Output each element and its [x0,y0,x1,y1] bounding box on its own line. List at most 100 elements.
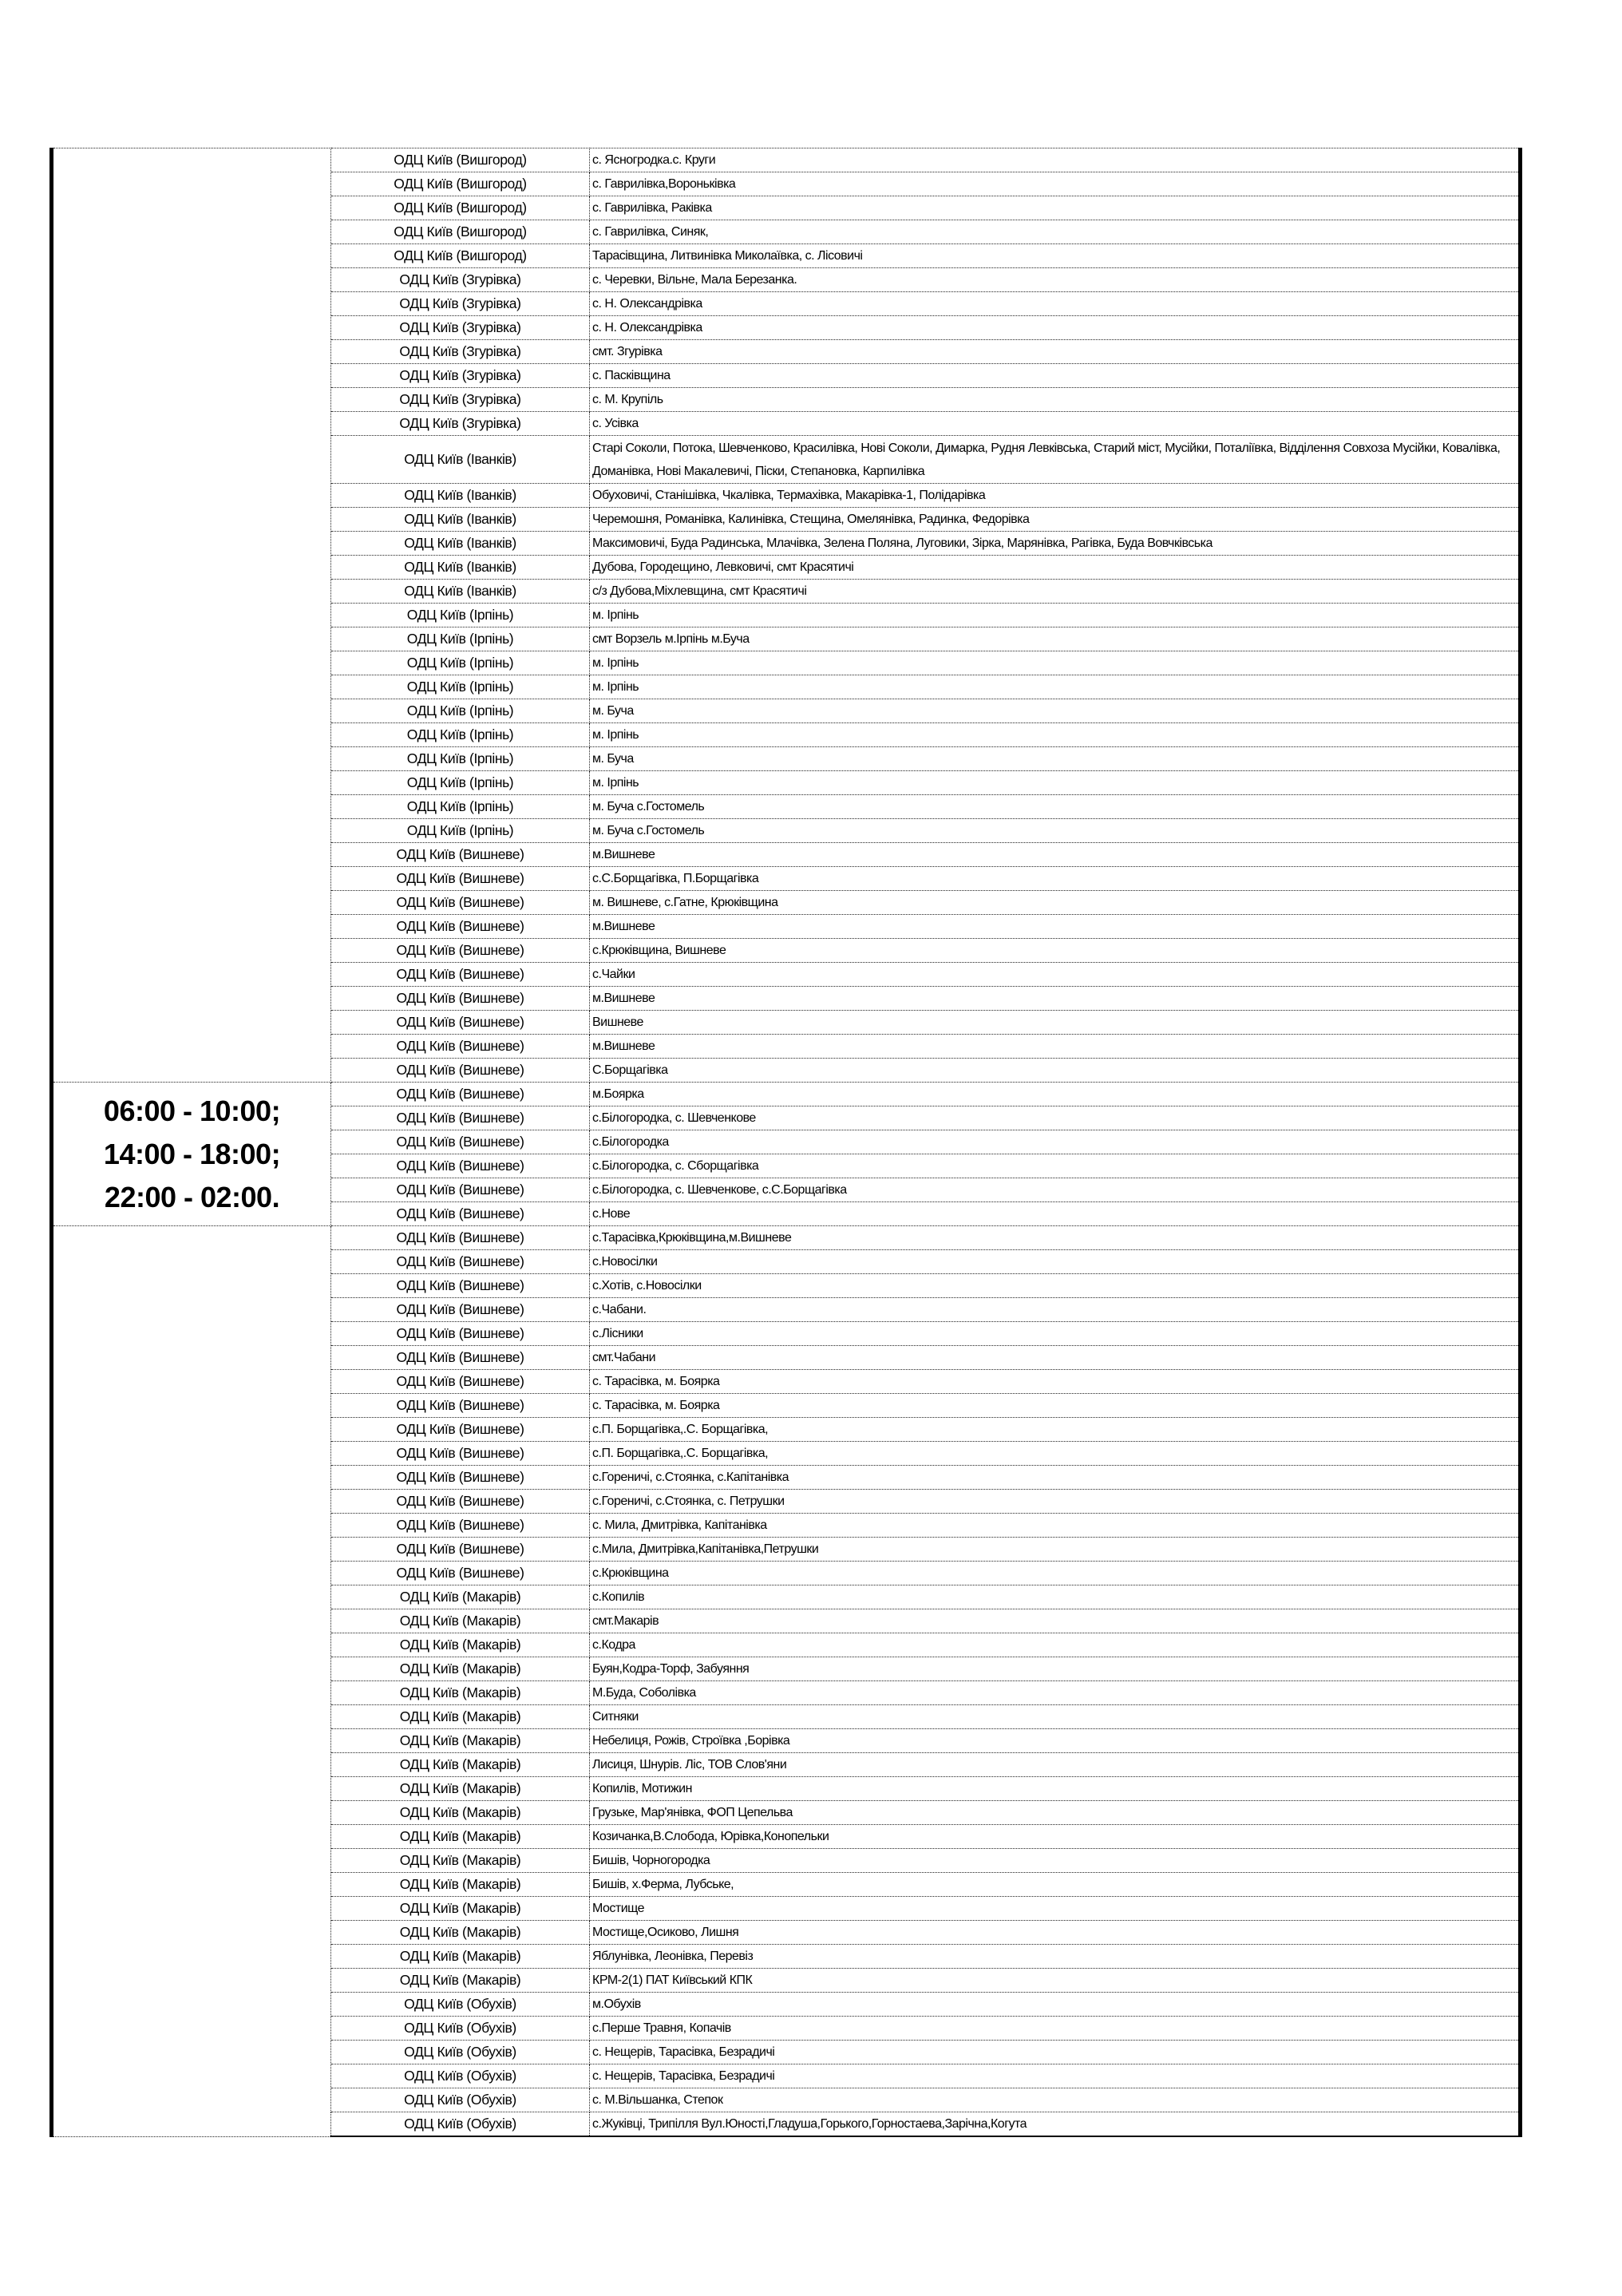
table-row: ОДЦ Київ (Обухів) с. М.Вільшанка, Степок [52,2088,1522,2112]
odc-name-cell: ОДЦ Київ (Вишневе) [330,1369,590,1394]
settlements-cell: Максимовичі, Буда Радинська, Млачівка, З… [589,531,1522,556]
odc-name-cell: ОДЦ Київ (Обухів) [330,2040,590,2064]
odc-name-cell: ОДЦ Київ (Вишневе) [330,1441,590,1466]
settlements-cell: Буян,Кодра-Торф, Забуяння [589,1657,1522,1681]
table-row: ОДЦ Київ (Вишневе) с.П. Борщагівка,.С. Бо… [52,1417,1522,1442]
settlements-cell: м. Буча [589,699,1522,723]
settlements-cell: с.Крюківщина, Вишневе [589,938,1522,963]
odc-name-cell: ОДЦ Київ (Вишгород) [330,220,590,244]
settlements-cell: Яблунівка, Леонівка, Перевіз [589,1944,1522,1969]
settlements-cell: с.П. Борщагівка,.С. Борщагівка, [589,1441,1522,1466]
table-row: ОДЦ Київ (Макарів) Грузьке, Мар'янівка, Ф… [52,1800,1522,1825]
table-row: ОДЦ Київ (Вишневе) с.Тарасівка,Крюківщина… [49,1225,1522,2137]
table-row: ОДЦ Київ (Ірпінь) м. Ірпінь [52,651,1522,675]
settlements-cell: с.Хотів, с.Новосілки [589,1273,1522,1298]
odc-name-cell: ОДЦ Київ (Згурівка) [330,363,590,388]
table-row: ОДЦ Київ (Макарів) Копилів, Мотижин [52,1776,1522,1801]
settlements-cell: с. Ясногродка.с. Круги [589,148,1522,172]
odc-name-cell: ОДЦ Київ (Ірпінь) [330,699,590,723]
odc-name-cell: ОДЦ Київ (Вишгород) [330,172,590,196]
settlements-cell: с. Гаврилівка, Синяк, [589,220,1522,244]
odc-name-cell: ОДЦ Київ (Макарів) [330,1776,590,1801]
odc-name-cell: ОДЦ Київ (Вишневе) [330,1417,590,1442]
odc-name-cell: ОДЦ Київ (Вишгород) [330,243,590,268]
settlements-cell: с.Мила, Дмитрівка,Капітанівка,Петрушки [589,1537,1522,1562]
table-row: ОДЦ Київ (Вишневе) с.С.Борщагівка, П.Борщ… [52,866,1522,891]
odc-name-cell: ОДЦ Київ (Вишневе) [330,1178,590,1202]
odc-name-cell: ОДЦ Київ (Обухів) [330,2088,590,2112]
table-row: ОДЦ Київ (Обухів) с. Нещерів, Тарасівка, … [52,2040,1522,2064]
odc-name-cell: ОДЦ Київ (Вишневе) [330,1106,590,1130]
table-row: ОДЦ Київ (Вишневе) м.Вишневе [52,842,1522,867]
odc-name-cell: ОДЦ Київ (Вишневе) [330,1297,590,1322]
odc-name-cell: ОДЦ Київ (Ірпінь) [330,818,590,843]
settlements-cell: м.Боярка [589,1082,1522,1106]
settlements-cell: м. Буча с.Гостомель [589,794,1522,819]
odc-name-cell: ОДЦ Київ (Іванків) [330,579,590,604]
odc-name-cell: ОДЦ Київ (Макарів) [330,1968,590,1993]
table-row: ОДЦ Київ (Вишгород) с. Гаврилівка, Синяк, [52,220,1522,244]
settlements-cell: Лисиця, Шнурів. Ліс, ТОВ Слов'яни [589,1752,1522,1777]
settlements-cell: с.Крюківщина [589,1561,1522,1585]
table-row: ОДЦ Київ (Іванків) Максимовичі, Буда Ради… [52,531,1522,556]
settlements-cell: Бишів, Чорногородка [589,1848,1522,1873]
odc-name-cell: ОДЦ Київ (Вишневе) [330,842,590,867]
settlements-cell: с. Гаврилівка,Вороньківка [589,172,1522,196]
odc-name-cell: ОДЦ Київ (Вишневе) [330,962,590,987]
table-row: ОДЦ Київ (Макарів) Небелиця, Рожів, Строї… [52,1728,1522,1753]
odc-name-cell: ОДЦ Київ (Вишневе) [330,1489,590,1514]
odc-name-cell: ОДЦ Київ (Вишневе) [330,1082,590,1106]
table-row: ОДЦ Київ (Ірпінь) м. Ірпінь [52,722,1522,747]
odc-name-cell: ОДЦ Київ (Макарів) [330,1633,590,1657]
odc-name-cell: ОДЦ Київ (Ірпінь) [330,651,590,675]
odc-name-cell: ОДЦ Київ (Вишгород) [330,196,590,220]
settlements-cell: с.Жуківці, Трипілля Вул.Юності,Гладуша,Г… [589,2112,1522,2137]
settlements-cell: Мостище [589,1896,1522,1921]
settlements-cell: КРМ-2(1) ПАТ Київський КПК [589,1968,1522,1993]
odc-name-cell: ОДЦ Київ (Вишневе) [330,1010,590,1035]
odc-name-cell: ОДЦ Київ (Вишневе) [330,1561,590,1585]
odc-name-cell: ОДЦ Київ (Вишгород) [330,148,590,172]
settlements-cell: с. Усівка [589,411,1522,436]
settlements-cell: м.Вишневе [589,914,1522,939]
settlements-cell: с.Кодра [589,1633,1522,1657]
table-row: ОДЦ Київ (Вишневе) с.Гореничі, с.Стоянка,… [52,1465,1522,1490]
settlements-cell: Мостище,Осиково, Лишня [589,1920,1522,1945]
settlements-cell: смт.Чабани [589,1345,1522,1370]
table-row: ОДЦ Київ (Вишневе) с.Білогородка [52,1130,1522,1154]
odc-name-cell: ОДЦ Київ (Ірпінь) [330,627,590,651]
table-row: ОДЦ Київ (Ірпінь) м. Ірпінь [52,675,1522,699]
odc-name-cell: ОДЦ Київ (Ірпінь) [330,722,590,747]
settlements-cell: с.Білогородка [589,1130,1522,1154]
settlements-cell: с.С.Борщагівка, П.Борщагівка [589,866,1522,891]
odc-name-cell: ОДЦ Київ (Макарів) [330,1680,590,1705]
odc-name-cell: ОДЦ Київ (Іванків) [330,531,590,556]
table-row: ОДЦ Київ (Обухів) с. Нещерів, Тарасівка, … [52,2064,1522,2088]
odc-name-cell: ОДЦ Київ (Обухів) [330,1992,590,2017]
settlements-cell: с.Білогородка, с. Сборщагівка [589,1154,1522,1178]
odc-name-cell: ОДЦ Київ (Вишневе) [330,1273,590,1298]
odc-name-cell: ОДЦ Київ (Вишневе) [330,1345,590,1370]
settlements-cell: смт. Згурівка [589,339,1522,364]
table-row: ОДЦ Київ (Ірпінь) м. Ірпінь [52,603,1522,627]
settlements-cell: Бишів, х.Ферма, Лубське, [589,1872,1522,1897]
outage-time-interval: 22:00 - 02:00. [104,1180,280,1213]
settlements-cell: Обуховичі, Станішівка, Чкалівка, Термахі… [589,483,1522,508]
odc-name-cell: ОДЦ Київ (Вишневе) [330,1058,590,1083]
settlements-cell: м. Ірпінь [589,651,1522,675]
odc-name-cell: ОДЦ Київ (Вишневе) [330,1154,590,1178]
settlements-cell: с. Нещерів, Тарасівка, Безрадичі [589,2040,1522,2064]
table-row: ОДЦ Київ (Макарів) Козичанка,В.Слобода, Ю… [52,1824,1522,1849]
settlements-cell: с. Нещерів, Тарасівка, Безрадичі [589,2064,1522,2088]
odc-name-cell: ОДЦ Київ (Макарів) [330,1585,590,1609]
settlements-cell: смт.Макарів [589,1609,1522,1633]
table-row: ОДЦ Київ (Вишневе) с.Чайки [52,962,1522,987]
outage-time-interval: 06:00 - 10:00; [103,1094,281,1127]
settlements-cell: м. Буча с.Гостомель [589,818,1522,843]
odc-name-cell: ОДЦ Київ (Вишневе) [330,1465,590,1490]
table-row: ОДЦ Київ (Вишневе) с.Білогородка, с. Шевч… [52,1178,1522,1202]
odc-name-cell: ОДЦ Київ (Вишневе) [330,1225,590,1250]
odc-name-cell: ОДЦ Київ (Вишневе) [330,1249,590,1274]
table-row: ОДЦ Київ (Вишневе) с. Тарасівка, м. Боярк… [52,1393,1522,1418]
table-row: ОДЦ Київ (Обухів) с.Жуківці, Трипілля Вул… [52,2112,1522,2137]
